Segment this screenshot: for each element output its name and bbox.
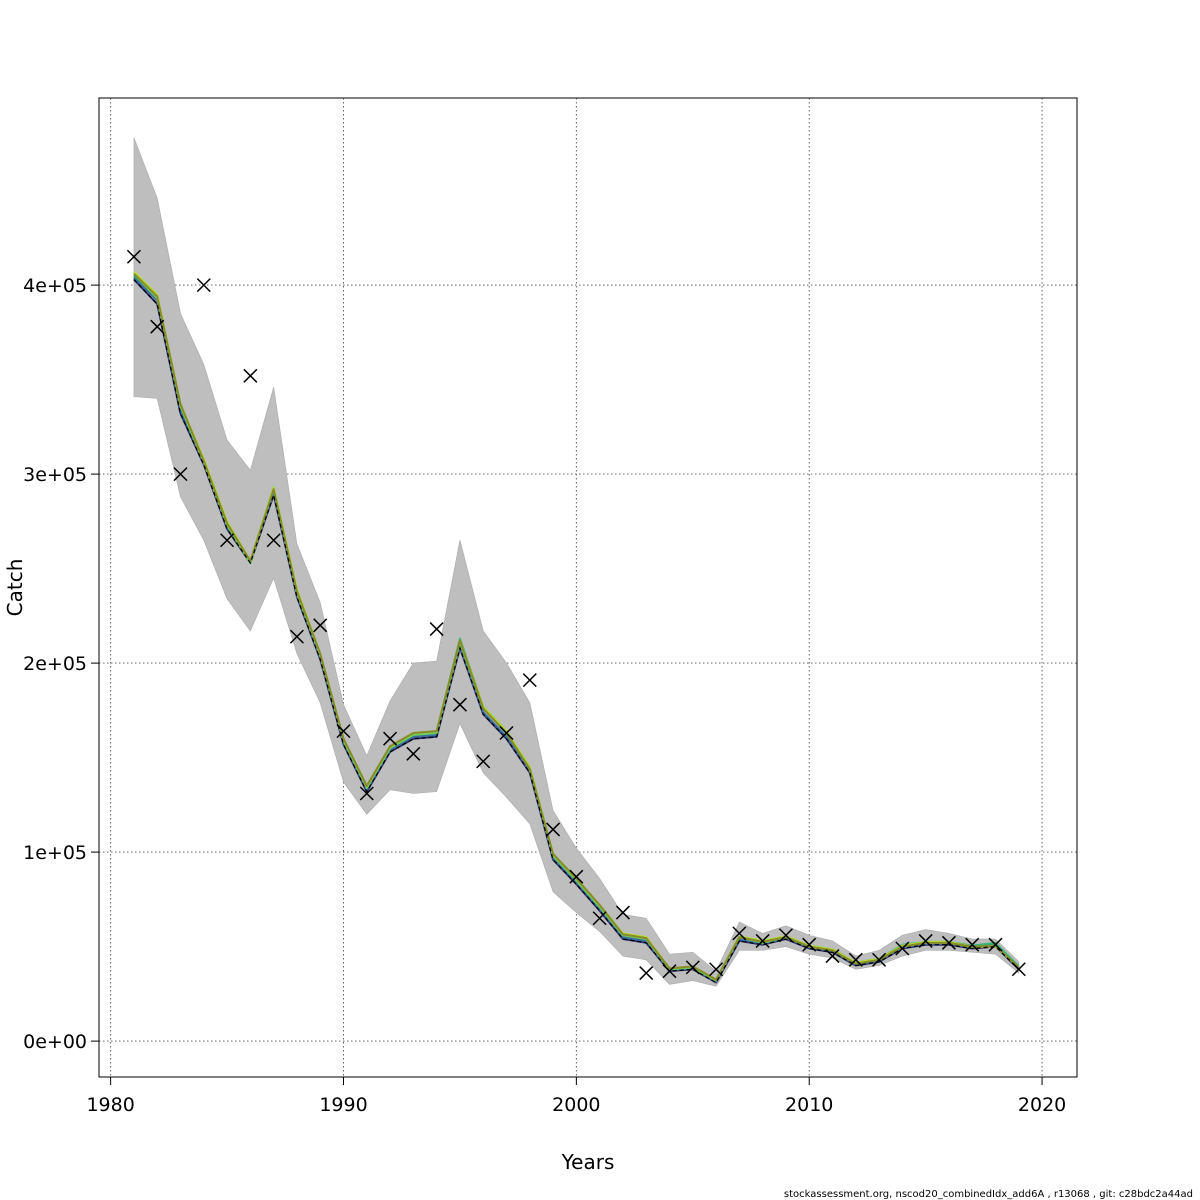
observed-point-2009: [778, 928, 793, 943]
observed-point-2018: [988, 937, 1003, 952]
y-tick-label-0: 0e+00: [23, 1031, 87, 1053]
observed-point-1987: [266, 533, 281, 548]
observed-point-2008: [755, 933, 770, 948]
y-axis-title: Catch: [3, 559, 27, 617]
x-tick-label-2020: 2020: [1018, 1094, 1066, 1116]
x-tick-label-2010: 2010: [785, 1094, 833, 1116]
observed-point-2003: [639, 966, 654, 981]
y-tick-label-300000: 3e+05: [23, 464, 87, 486]
observed-point-1992: [383, 731, 398, 746]
observed-point-2001: [592, 911, 607, 926]
observed-point-1995: [452, 697, 467, 712]
observed-point-1981: [126, 249, 141, 264]
observed-point-1986: [243, 368, 258, 383]
observed-point-2012: [848, 952, 863, 967]
observed-point-1982: [150, 319, 165, 334]
observed-point-1990: [336, 724, 351, 739]
observed-point-2019: [1011, 962, 1026, 977]
observed-point-1983: [173, 467, 188, 482]
observed-point-1996: [476, 754, 491, 769]
observed-point-1991: [359, 786, 374, 801]
y-tick-label-400000: 4e+05: [23, 275, 87, 297]
observed-point-1989: [313, 618, 328, 633]
fit-line-7: [133, 273, 1020, 981]
fit-line-reference: [133, 279, 1020, 984]
observed-point-2017: [965, 937, 980, 952]
y-tick-label-100000: 1e+05: [23, 842, 87, 864]
y-axis: 0e+00 1e+05 2e+05 3e+05 4e+05: [23, 275, 99, 1053]
observed-point-2010: [802, 937, 817, 952]
observed-point-2000: [569, 869, 584, 884]
observed-point-2002: [615, 905, 630, 920]
observed-point-1998: [522, 673, 537, 688]
observed-point-1999: [546, 822, 561, 837]
confidence-band: [133, 137, 1020, 987]
fitted-lines: [133, 271, 1020, 984]
observed-point-1997: [499, 725, 514, 741]
x-tick-label-1990: 1990: [319, 1094, 367, 1116]
observed-point-1988: [289, 629, 304, 644]
footer-caption: stockassessment.org, nscod20_combinedIdx…: [784, 1189, 1193, 1200]
x-axis-title: Years: [561, 1150, 615, 1174]
observed-point-2011: [825, 949, 840, 964]
observed-catch-points: [126, 249, 1026, 981]
plot-frame: [98, 97, 1078, 1078]
observed-point-1994: [429, 622, 444, 637]
x-axis: 1980 1990 2000 2010 2020: [86, 1077, 1066, 1116]
x-tick-label-1980: 1980: [86, 1094, 134, 1116]
y-tick-label-200000: 2e+05: [23, 653, 87, 675]
observed-point-2005: [685, 960, 700, 975]
x-tick-label-2000: 2000: [552, 1094, 600, 1116]
observed-point-2004: [662, 964, 677, 979]
observed-point-2013: [872, 952, 887, 967]
observed-point-2006: [709, 962, 724, 977]
observed-point-2014: [895, 941, 910, 956]
observed-point-1984: [196, 278, 211, 293]
observed-point-2015: [918, 933, 933, 948]
observed-point-1985: [220, 533, 235, 548]
confidence-band-polygon: [133, 137, 1020, 987]
grid: [99, 98, 1077, 1077]
observed-point-1993: [406, 746, 421, 761]
observed-point-2016: [941, 935, 956, 950]
observed-point-2007: [732, 926, 747, 941]
